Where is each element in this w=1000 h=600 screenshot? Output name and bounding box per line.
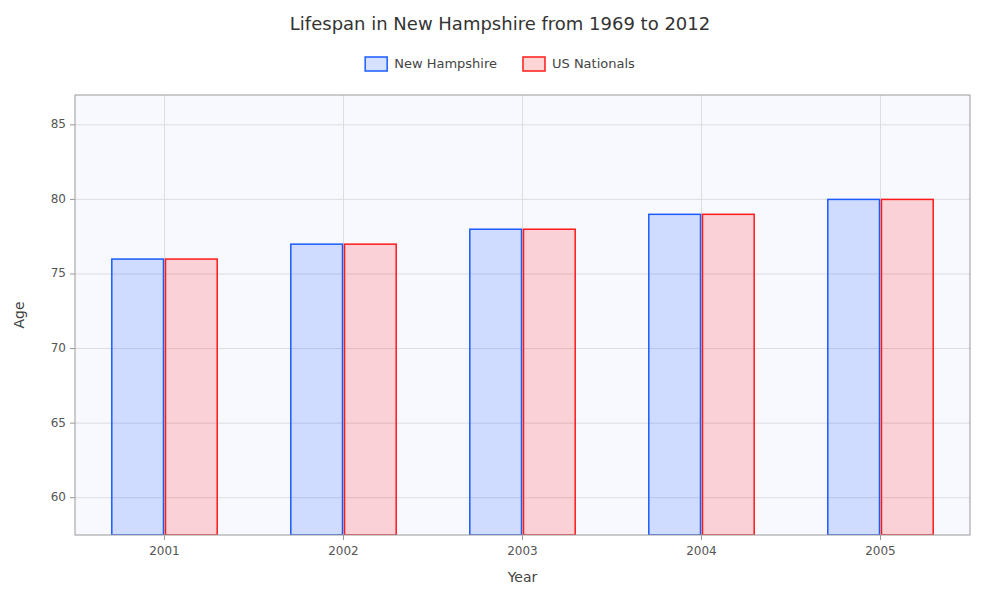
- x-axis: 2001 2002 2003 2004 2005: [149, 535, 896, 558]
- plot-frame: [75, 95, 970, 535]
- y-tick-label: 85: [51, 117, 66, 131]
- bar: [649, 214, 701, 535]
- x-tick: [343, 535, 344, 540]
- title: Lifespan in New Hampshire from 1969 to 2…: [290, 13, 710, 34]
- x-tick: [880, 535, 881, 540]
- bar: [345, 244, 397, 535]
- chart-svg: 60 65 70 75 80 85 2001 2002 2003 2004 2005 Year Age L…: [0, 0, 1000, 600]
- legend-item: New Hampshire: [365, 56, 497, 72]
- y-axis: 60 65 70 75 80 85: [51, 117, 75, 504]
- x-tick: [522, 535, 523, 540]
- x-tick-label: 2002: [328, 544, 359, 558]
- x-tick-label: 2004: [686, 544, 717, 558]
- bars: [112, 199, 933, 535]
- legend-swatch: [365, 57, 387, 71]
- bar: [703, 214, 755, 535]
- bar: [166, 259, 218, 535]
- bar: [112, 259, 164, 535]
- x-tick-label: 2005: [865, 544, 896, 558]
- bar-series: [166, 199, 934, 535]
- bar: [524, 229, 576, 535]
- y-tick: [70, 273, 75, 274]
- legend-swatch: [523, 57, 545, 71]
- y-tick-label: 75: [51, 266, 66, 280]
- y-axis-label: Age: [11, 301, 27, 328]
- bar: [291, 244, 343, 535]
- x-axis-label: Year: [507, 569, 538, 585]
- x-tick-label: 2003: [507, 544, 538, 558]
- grid: [75, 95, 970, 535]
- bar: [470, 229, 522, 535]
- y-tick: [70, 423, 75, 424]
- x-tick: [164, 535, 165, 540]
- y-tick: [70, 199, 75, 200]
- y-tick: [70, 348, 75, 349]
- chart-container: 60 65 70 75 80 85 2001 2002 2003 2004 2005 Year Age L…: [0, 0, 1000, 600]
- y-tick: [70, 497, 75, 498]
- y-tick-label: 65: [51, 416, 66, 430]
- x-tick-label: 2001: [149, 544, 180, 558]
- legend: New Hampshire US Nationals: [365, 56, 635, 72]
- bar: [882, 199, 934, 535]
- y-tick-label: 70: [51, 341, 66, 355]
- y-tick-label: 80: [51, 192, 66, 206]
- x-tick: [701, 535, 702, 540]
- plot-background: [75, 95, 970, 535]
- legend-label: New Hampshire: [394, 56, 497, 71]
- legend-label: US Nationals: [552, 56, 635, 71]
- y-tick: [70, 124, 75, 125]
- y-tick-label: 60: [51, 490, 66, 504]
- legend-item: US Nationals: [523, 56, 635, 72]
- bar-series: [112, 199, 880, 535]
- bar: [828, 199, 880, 535]
